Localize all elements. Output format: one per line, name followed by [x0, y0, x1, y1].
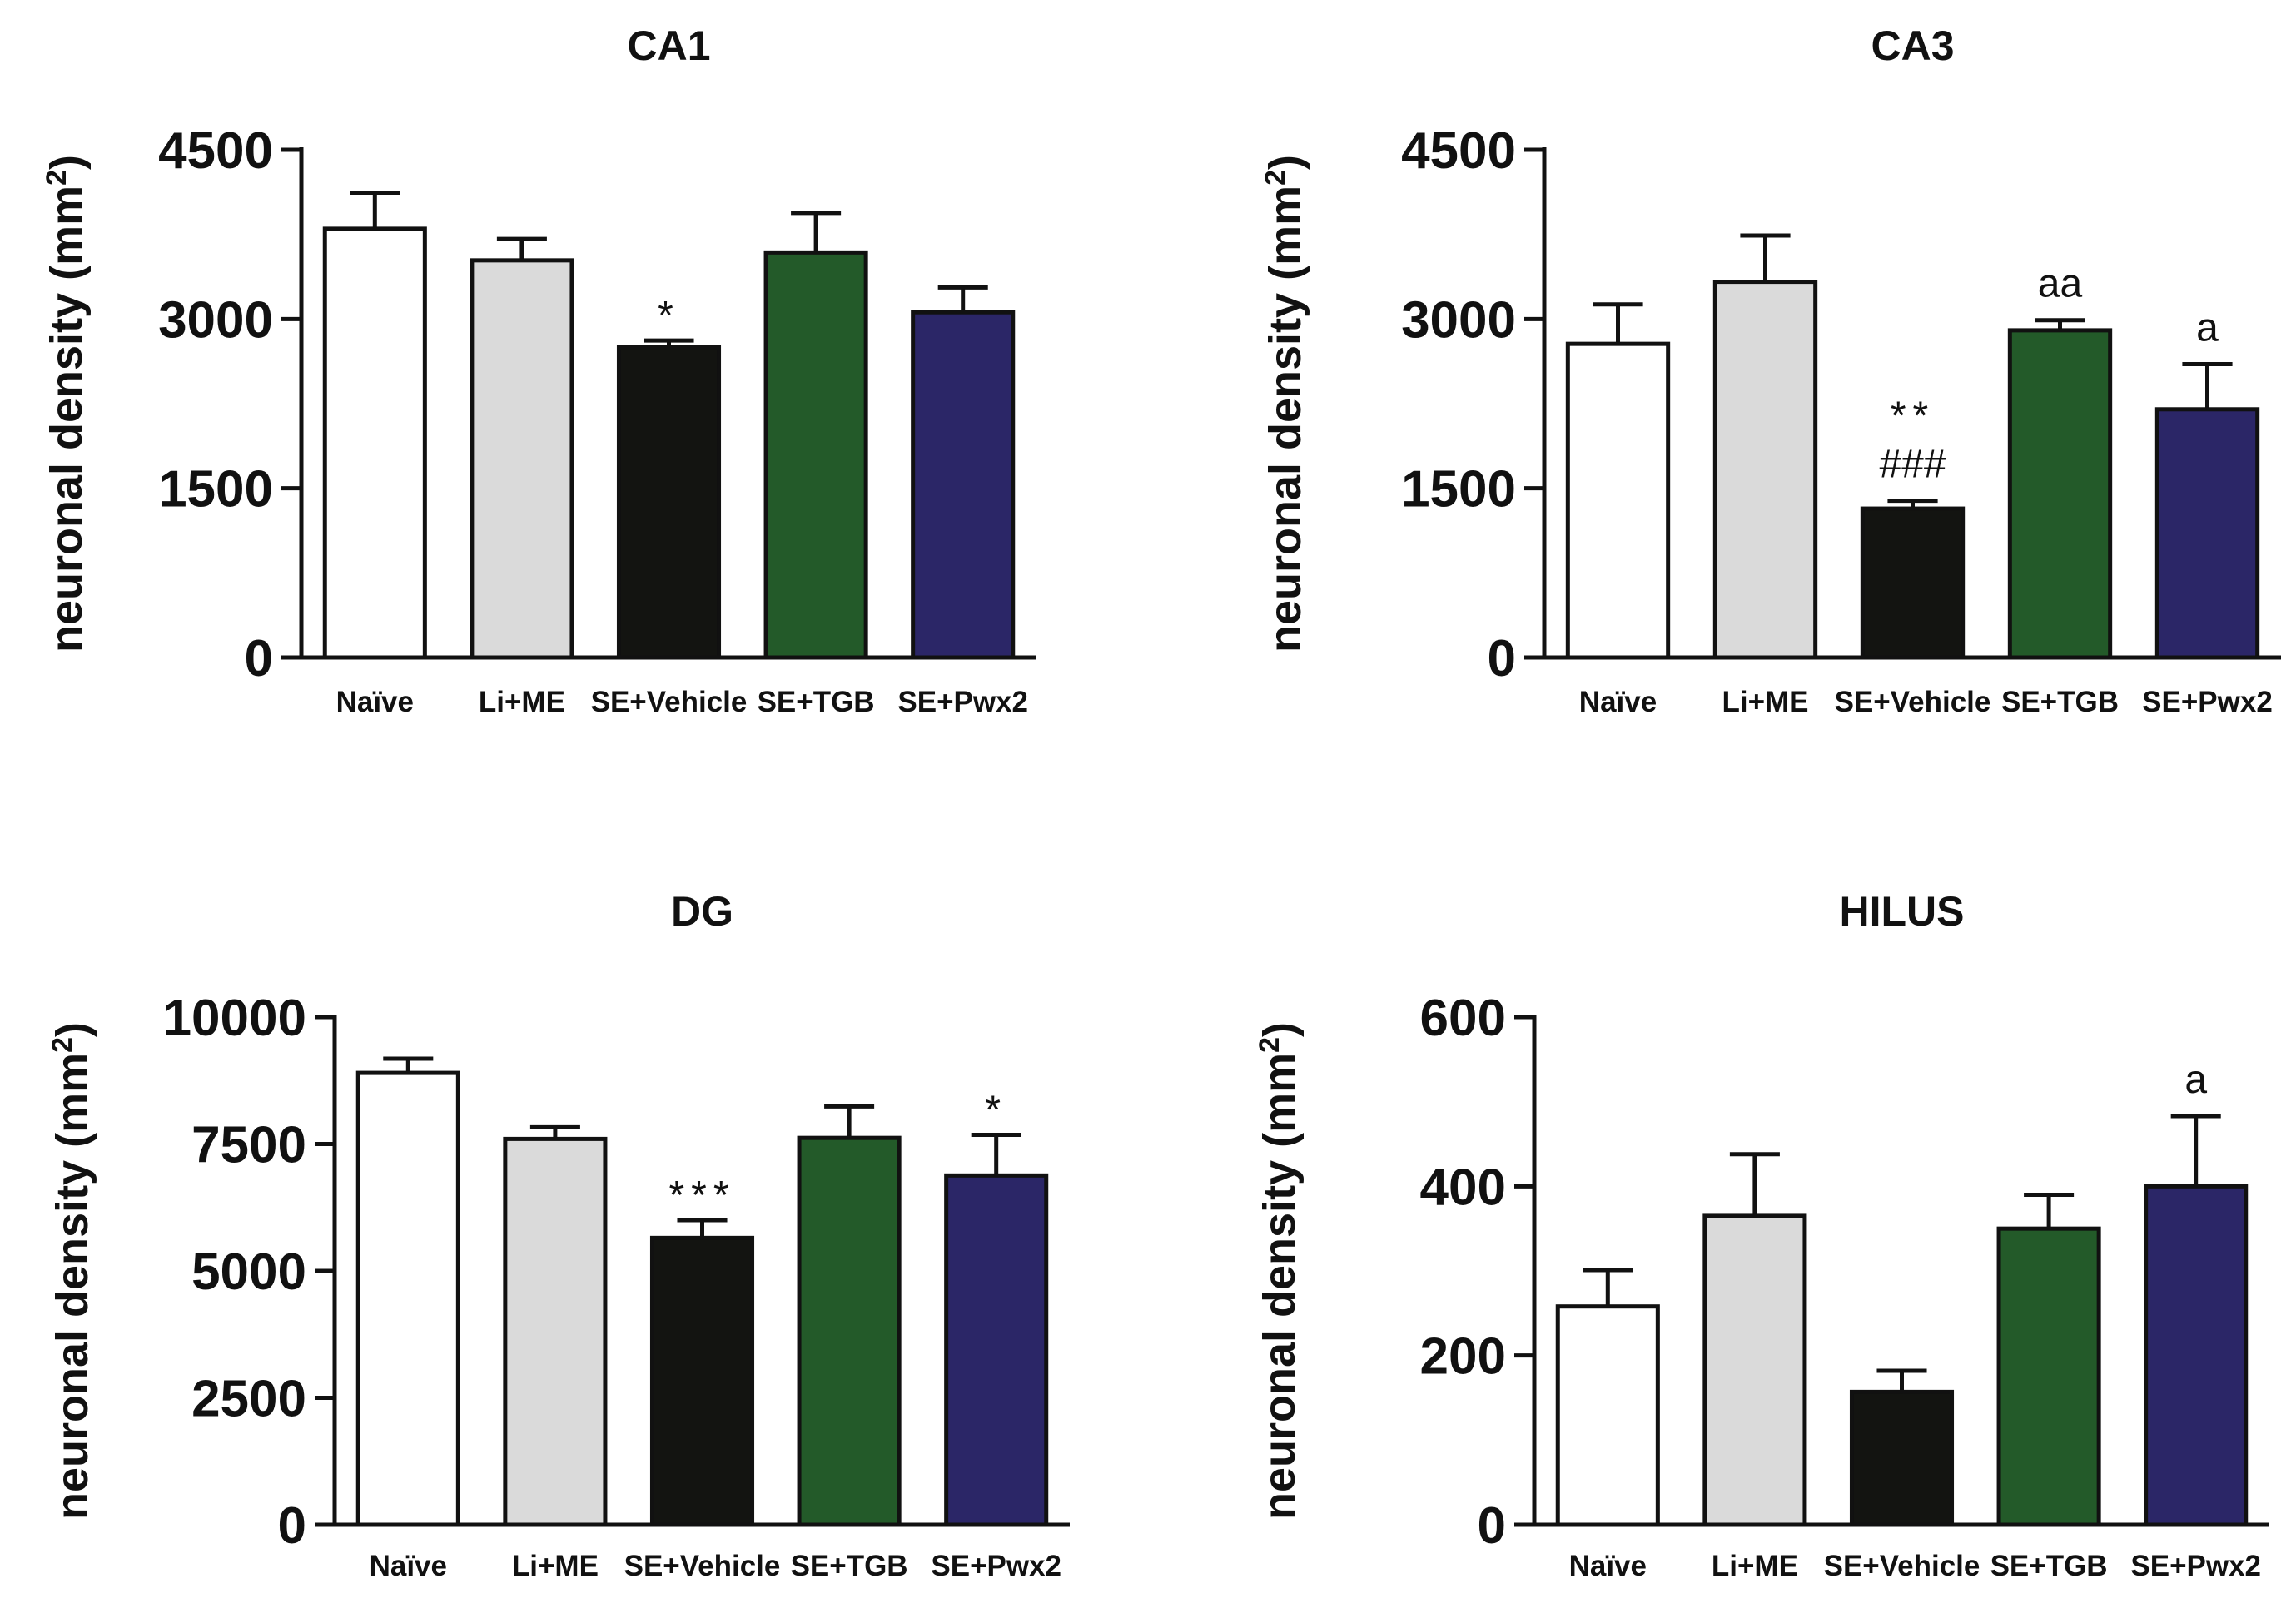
y-tick-label: 4500	[158, 122, 273, 180]
x-tick-label: Li+ME	[1722, 686, 1808, 718]
x-tick-label: Naïve	[1569, 1550, 1647, 1582]
y-axis-label-superscript: 2	[1260, 170, 1291, 186]
y-tick-label: 3000	[158, 291, 273, 349]
y-tick-label: 200	[1420, 1328, 1506, 1386]
significance-annotation: *	[658, 294, 680, 338]
y-axis-label: neuronal density (mm2)	[41, 155, 92, 653]
y-axis-label-close: )	[42, 155, 92, 170]
x-tick-label: SE+Pwx2	[2130, 1550, 2261, 1582]
bar-se-vehicle	[616, 345, 722, 660]
x-tick-label: Naïve	[1579, 686, 1657, 718]
x-tick-label: Li+ME	[479, 686, 565, 718]
y-axis-label-text: neuronal density (mm	[1260, 186, 1310, 653]
y-tick-label: 4500	[1401, 122, 1516, 180]
y-tick-label: 400	[1420, 1159, 1506, 1216]
bar-se-vehicle	[1849, 1389, 1955, 1527]
y-axis-label-superscript: 2	[1254, 1037, 1285, 1053]
bar-se-pwx2	[911, 310, 1016, 660]
bar-li-me	[1702, 1213, 1807, 1527]
x-tick-label: SE+Pwx2	[2142, 686, 2273, 718]
bar-se-vehicle	[1860, 506, 1966, 660]
x-tick-label: SE+TGB	[2001, 686, 2119, 718]
y-tick-label: 5000	[191, 1243, 306, 1301]
significance-annotation: a	[2184, 1058, 2207, 1102]
x-tick-label: SE+TGB	[1990, 1550, 2108, 1582]
panel-dg: DG neuronal density (mm2) Naïve Li+ME SE+Veh…	[47, 888, 1070, 1582]
significance-annotation: **	[1891, 395, 1935, 439]
bar-se-tgb	[1996, 1226, 2101, 1527]
y-axis-label-text: neuronal density (mm	[1255, 1053, 1305, 1520]
y-tick-label: 0	[1478, 1497, 1506, 1555]
bar-se-tgb	[763, 250, 868, 660]
x-tick-label: Li+ME	[1712, 1550, 1798, 1582]
y-axis-label: neuronal density (mm2)	[1260, 155, 1310, 653]
x-tick-label: SE+Pwx2	[931, 1550, 1061, 1582]
chart-title: CA1	[627, 22, 710, 69]
panel-hilus: HILUS neuronal density (mm2) Naïve Li+ME SE+…	[1254, 888, 2269, 1582]
y-tick-label: 7500	[191, 1117, 306, 1174]
y-tick-label: 1500	[1401, 461, 1516, 519]
significance-annotation: a	[2196, 306, 2219, 350]
significance-annotation: *	[985, 1089, 1007, 1133]
y-axis-label-close: )	[47, 1022, 97, 1037]
y-axis-label: neuronal density (mm2)	[47, 1022, 97, 1520]
y-tick-label: 1500	[158, 461, 273, 519]
x-tick-label: SE+Vehicle	[1824, 1550, 1980, 1582]
bar-na-ve	[355, 1070, 460, 1527]
x-tick-label: SE+Pwx2	[897, 686, 1028, 718]
chart-title: DG	[671, 888, 733, 935]
bar-se-vehicle	[649, 1235, 755, 1527]
y-axis-label: neuronal density (mm2)	[1254, 1022, 1305, 1520]
chart-title: CA3	[1871, 22, 1954, 69]
bar-li-me	[1712, 280, 1818, 660]
bar-se-pwx2	[2154, 407, 2260, 660]
x-tick-label: SE+Vehicle	[624, 1550, 781, 1582]
y-axis-label-close: )	[1260, 155, 1310, 170]
x-tick-label: SE+TGB	[758, 686, 875, 718]
y-axis-label-close: )	[1255, 1022, 1305, 1037]
y-axis-label-superscript: 2	[47, 1037, 78, 1053]
bar-na-ve	[1555, 1304, 1660, 1527]
panel-ca1: CA1 neuronal density (mm2) Naïve Li+ME SE+Ve…	[41, 22, 1036, 718]
y-axis-label-superscript: 2	[41, 170, 72, 186]
y-tick-label: 600	[1420, 990, 1506, 1047]
panel-ca3: CA3 neuronal density (mm2) Naïve Li+ME SE+Ve…	[1260, 22, 2281, 718]
y-tick-label: 2500	[191, 1371, 306, 1428]
bar-na-ve	[322, 226, 427, 660]
x-tick-label: SE+Vehicle	[591, 686, 748, 718]
bar-li-me	[470, 258, 574, 660]
y-tick-label: 0	[278, 1497, 306, 1555]
bar-se-tgb	[2007, 328, 2113, 660]
x-tick-label: Naïve	[370, 1550, 447, 1582]
x-tick-label: Naïve	[336, 686, 414, 718]
y-axis-label-text: neuronal density (mm	[47, 1053, 97, 1520]
x-tick-label: SE+TGB	[791, 1550, 908, 1582]
y-tick-label: 0	[245, 630, 273, 687]
significance-annotation: aa	[2038, 262, 2083, 306]
y-tick-label: 3000	[1401, 291, 1516, 349]
x-tick-label: SE+Vehicle	[1835, 686, 1991, 718]
y-tick-label: 10000	[163, 990, 306, 1047]
y-axis-label-text: neuronal density (mm	[42, 186, 92, 653]
significance-annotation: ***	[668, 1174, 735, 1218]
bar-se-pwx2	[944, 1173, 1049, 1527]
x-tick-label: Li+ME	[512, 1550, 599, 1582]
bar-se-pwx2	[2144, 1184, 2249, 1527]
chart-title: HILUS	[1840, 888, 1965, 935]
significance-annotation: ###	[1879, 443, 1946, 487]
bar-li-me	[503, 1136, 608, 1527]
bar-se-tgb	[797, 1135, 902, 1527]
y-tick-label: 0	[1488, 630, 1516, 687]
bar-na-ve	[1565, 341, 1671, 660]
